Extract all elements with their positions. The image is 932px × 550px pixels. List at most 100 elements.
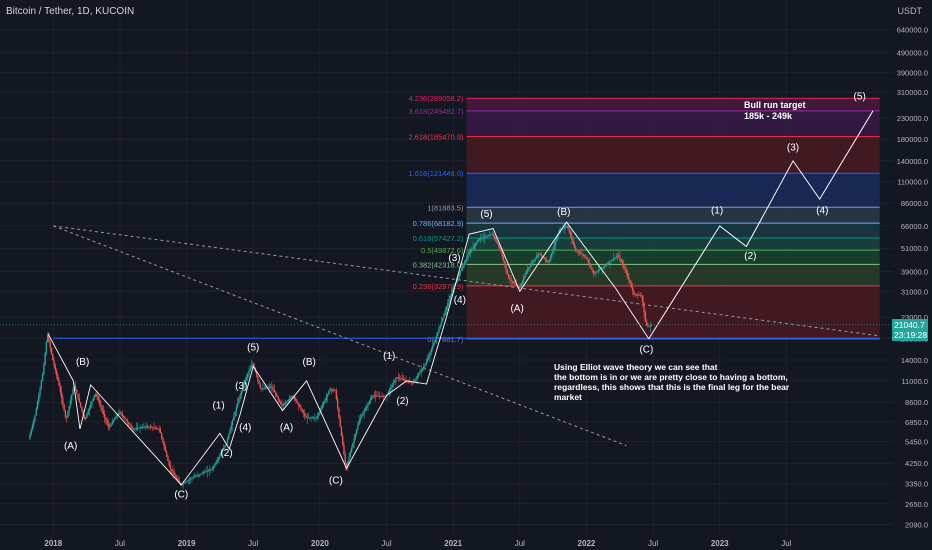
candle-body [29, 434, 31, 440]
candle-body [610, 260, 612, 262]
candle-body [211, 468, 213, 470]
candle-body [326, 394, 329, 397]
candle-body [628, 276, 630, 281]
candle-body [41, 373, 44, 381]
candle-body [395, 378, 397, 381]
candle-body [602, 266, 605, 268]
candle-body [126, 420, 129, 423]
candle-body [367, 403, 369, 407]
candle-body [135, 428, 138, 430]
candle-body [274, 392, 277, 395]
candle-body [63, 404, 65, 411]
candle-body [34, 415, 36, 421]
candle-body [124, 417, 126, 419]
candle-body [421, 368, 424, 371]
x-tick-label: 2023 [711, 539, 729, 548]
candle-body [424, 364, 426, 367]
wave-label: (5) [247, 343, 259, 354]
candle-body [588, 262, 591, 265]
candle-body [228, 434, 230, 439]
candle-body [362, 413, 364, 416]
candle-body [91, 401, 93, 405]
candle-body [82, 410, 84, 415]
wave-label: (2) [396, 396, 408, 407]
candle-body [393, 380, 396, 383]
candle-body [529, 265, 531, 268]
elliott-wave-line [47, 221, 650, 486]
candle-body [293, 396, 296, 399]
candle-body [530, 263, 533, 266]
candle-body [430, 349, 433, 353]
candle-body [448, 299, 450, 304]
candle-body [67, 411, 69, 418]
candle-body [152, 427, 154, 429]
candle-body [572, 240, 574, 244]
candle-body [405, 380, 407, 382]
candle-body [397, 377, 400, 379]
candle-body [501, 251, 503, 257]
candle-body [383, 396, 386, 397]
candle-body [363, 410, 365, 414]
candle-body [249, 368, 251, 372]
candle-body [248, 371, 250, 374]
candle-body [163, 442, 165, 447]
candle-body [372, 395, 374, 397]
candle-body [206, 470, 208, 472]
candle-body [409, 381, 411, 383]
candle-body [631, 287, 634, 291]
candle-body [162, 437, 164, 443]
candle-body [426, 358, 429, 363]
candle-body [450, 292, 453, 296]
wave-label: (C) [329, 476, 343, 487]
candle-body [552, 249, 554, 254]
candle-body [110, 424, 112, 427]
candle-body [376, 395, 378, 397]
candle-body [350, 447, 353, 453]
y-tick-label: 640000.0 [897, 25, 928, 34]
wave-label: (2) [744, 251, 756, 262]
candle-body [423, 366, 425, 369]
candle-body [390, 387, 392, 390]
candle-body [148, 426, 150, 428]
candle-body [611, 259, 614, 261]
candle-body [576, 250, 578, 252]
currency-label: USDT [897, 6, 923, 16]
candle-body [502, 256, 505, 261]
y-tick-label: 39000.0 [901, 267, 928, 276]
x-tick-label: Jul [381, 539, 391, 548]
candle-body [184, 481, 187, 483]
candle-body [545, 259, 548, 261]
x-tick-label: Jul [515, 539, 525, 548]
y-tick-label: 180000.0 [897, 135, 928, 144]
candle-body [214, 464, 216, 467]
y-tick-label: 110000.0 [897, 178, 928, 187]
y-tick-label: 140000.0 [897, 157, 928, 166]
candle-body [183, 482, 186, 484]
candle-body [440, 321, 443, 326]
wave-label: (B) [557, 207, 570, 218]
candle-body [487, 235, 490, 237]
wave-label: (B) [76, 357, 89, 368]
candle-body [629, 280, 631, 284]
bull-target-line1: Bull run target [744, 100, 806, 110]
y-tick-label: 390000.0 [897, 68, 928, 77]
candle-body [116, 414, 119, 417]
candle-body [172, 471, 174, 474]
x-tick-label: Jul [781, 539, 791, 548]
candle-body [569, 232, 572, 237]
candle-body [416, 375, 419, 378]
x-tick-label: 2021 [444, 539, 462, 548]
fib-zone [466, 98, 880, 111]
y-axis-panel [893, 0, 932, 550]
candle-body [339, 417, 341, 427]
candle-body [428, 355, 430, 359]
candle-body [438, 328, 440, 333]
y-tick-label: 2650.0 [905, 500, 928, 509]
x-tick-label: 2020 [311, 539, 329, 548]
candle-body [35, 408, 37, 416]
candle-body [525, 271, 528, 275]
candle-body [158, 428, 160, 430]
candle-body [411, 382, 414, 384]
candle-body [606, 263, 609, 265]
